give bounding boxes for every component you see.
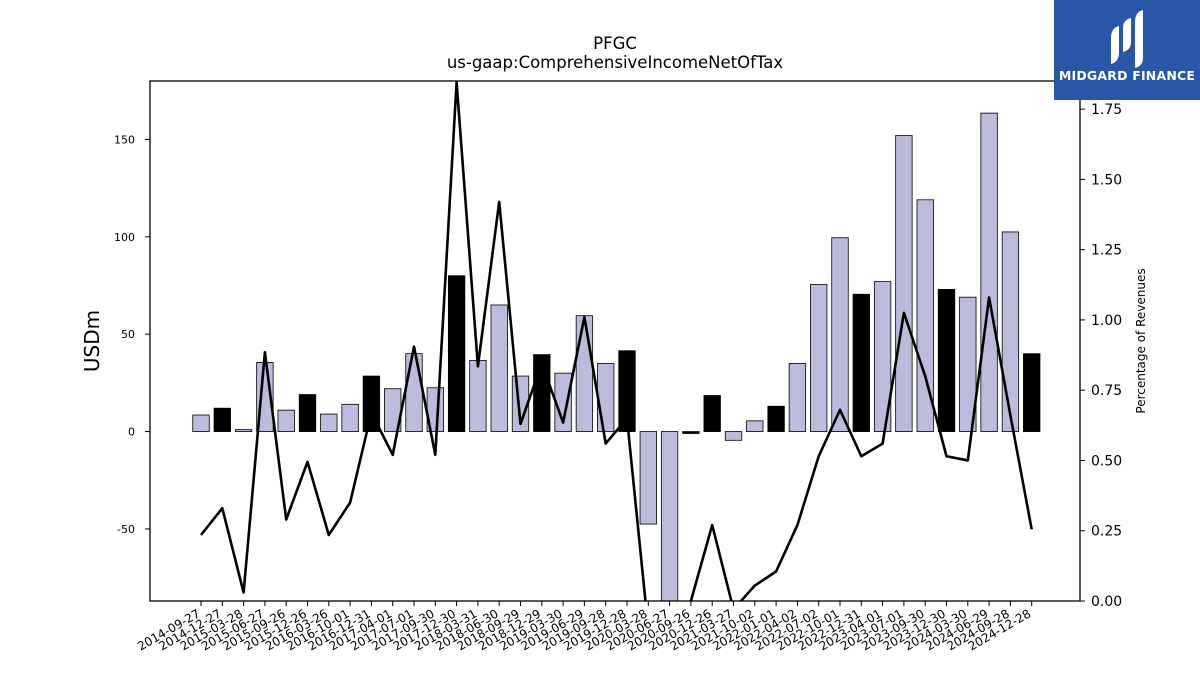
logo-text: MIDGARD FINANCE [1058,68,1196,83]
bar [1023,353,1041,432]
bar [618,350,636,432]
bar [916,199,934,432]
plot-frame [149,80,1081,602]
y2-tick-label: 1.25 [1091,243,1122,259]
bar [831,237,849,432]
percentage-line [199,81,1033,601]
bar [192,414,210,432]
percentage-line-layer [199,81,1033,601]
y-tick-label: 150 [114,133,135,146]
bar [277,409,295,432]
bar [767,405,785,432]
y2-axis-label: Percentage of Revenues [1134,268,1148,413]
y2-tick-label: 0.00 [1091,594,1122,610]
y2-tick-label: 1.75 [1091,102,1122,118]
bar [959,296,977,432]
midgard-finance-logo: MIDGARD FINANCE [1054,0,1200,100]
bar [213,407,231,432]
bar [746,420,764,432]
chart-title: PFGC [593,34,637,53]
bar [895,135,913,432]
bar [873,281,892,432]
bar [703,395,721,432]
bar [469,360,487,432]
y-tick-label: 100 [114,231,135,244]
y2-tick-label: 0.75 [1091,383,1122,399]
bar [639,431,657,525]
y-tick-label: -50 [117,523,135,536]
midgard-logo-icon [1111,10,1143,68]
y2-tick-label: 1.50 [1091,172,1122,188]
bar [341,403,359,432]
bar [724,431,743,441]
y-tick-label: 0 [128,426,135,439]
bar [597,362,615,432]
y-axis-label: USDm [80,310,104,372]
bar [980,112,998,432]
bar [298,394,317,432]
bar [405,353,423,432]
bar [575,315,594,432]
y-tick-label: 50 [121,328,135,341]
bar [937,288,956,432]
bar [660,431,679,602]
bar [852,293,870,432]
bar [234,429,253,432]
bar [810,284,828,432]
chart-subtitle: us-gaap:ComprehensiveIncomeNetOfTax [447,53,784,72]
bar [1001,231,1020,432]
bar [362,375,381,432]
bar [490,304,508,432]
y2-tick-label: 1.00 [1091,313,1122,329]
bars [192,112,1041,602]
bar [682,431,700,434]
bar [320,413,338,432]
y2-tick-label: 0.25 [1091,524,1122,540]
bar [447,275,466,432]
bar [788,362,807,432]
y2-tick-label: 0.50 [1091,453,1122,469]
